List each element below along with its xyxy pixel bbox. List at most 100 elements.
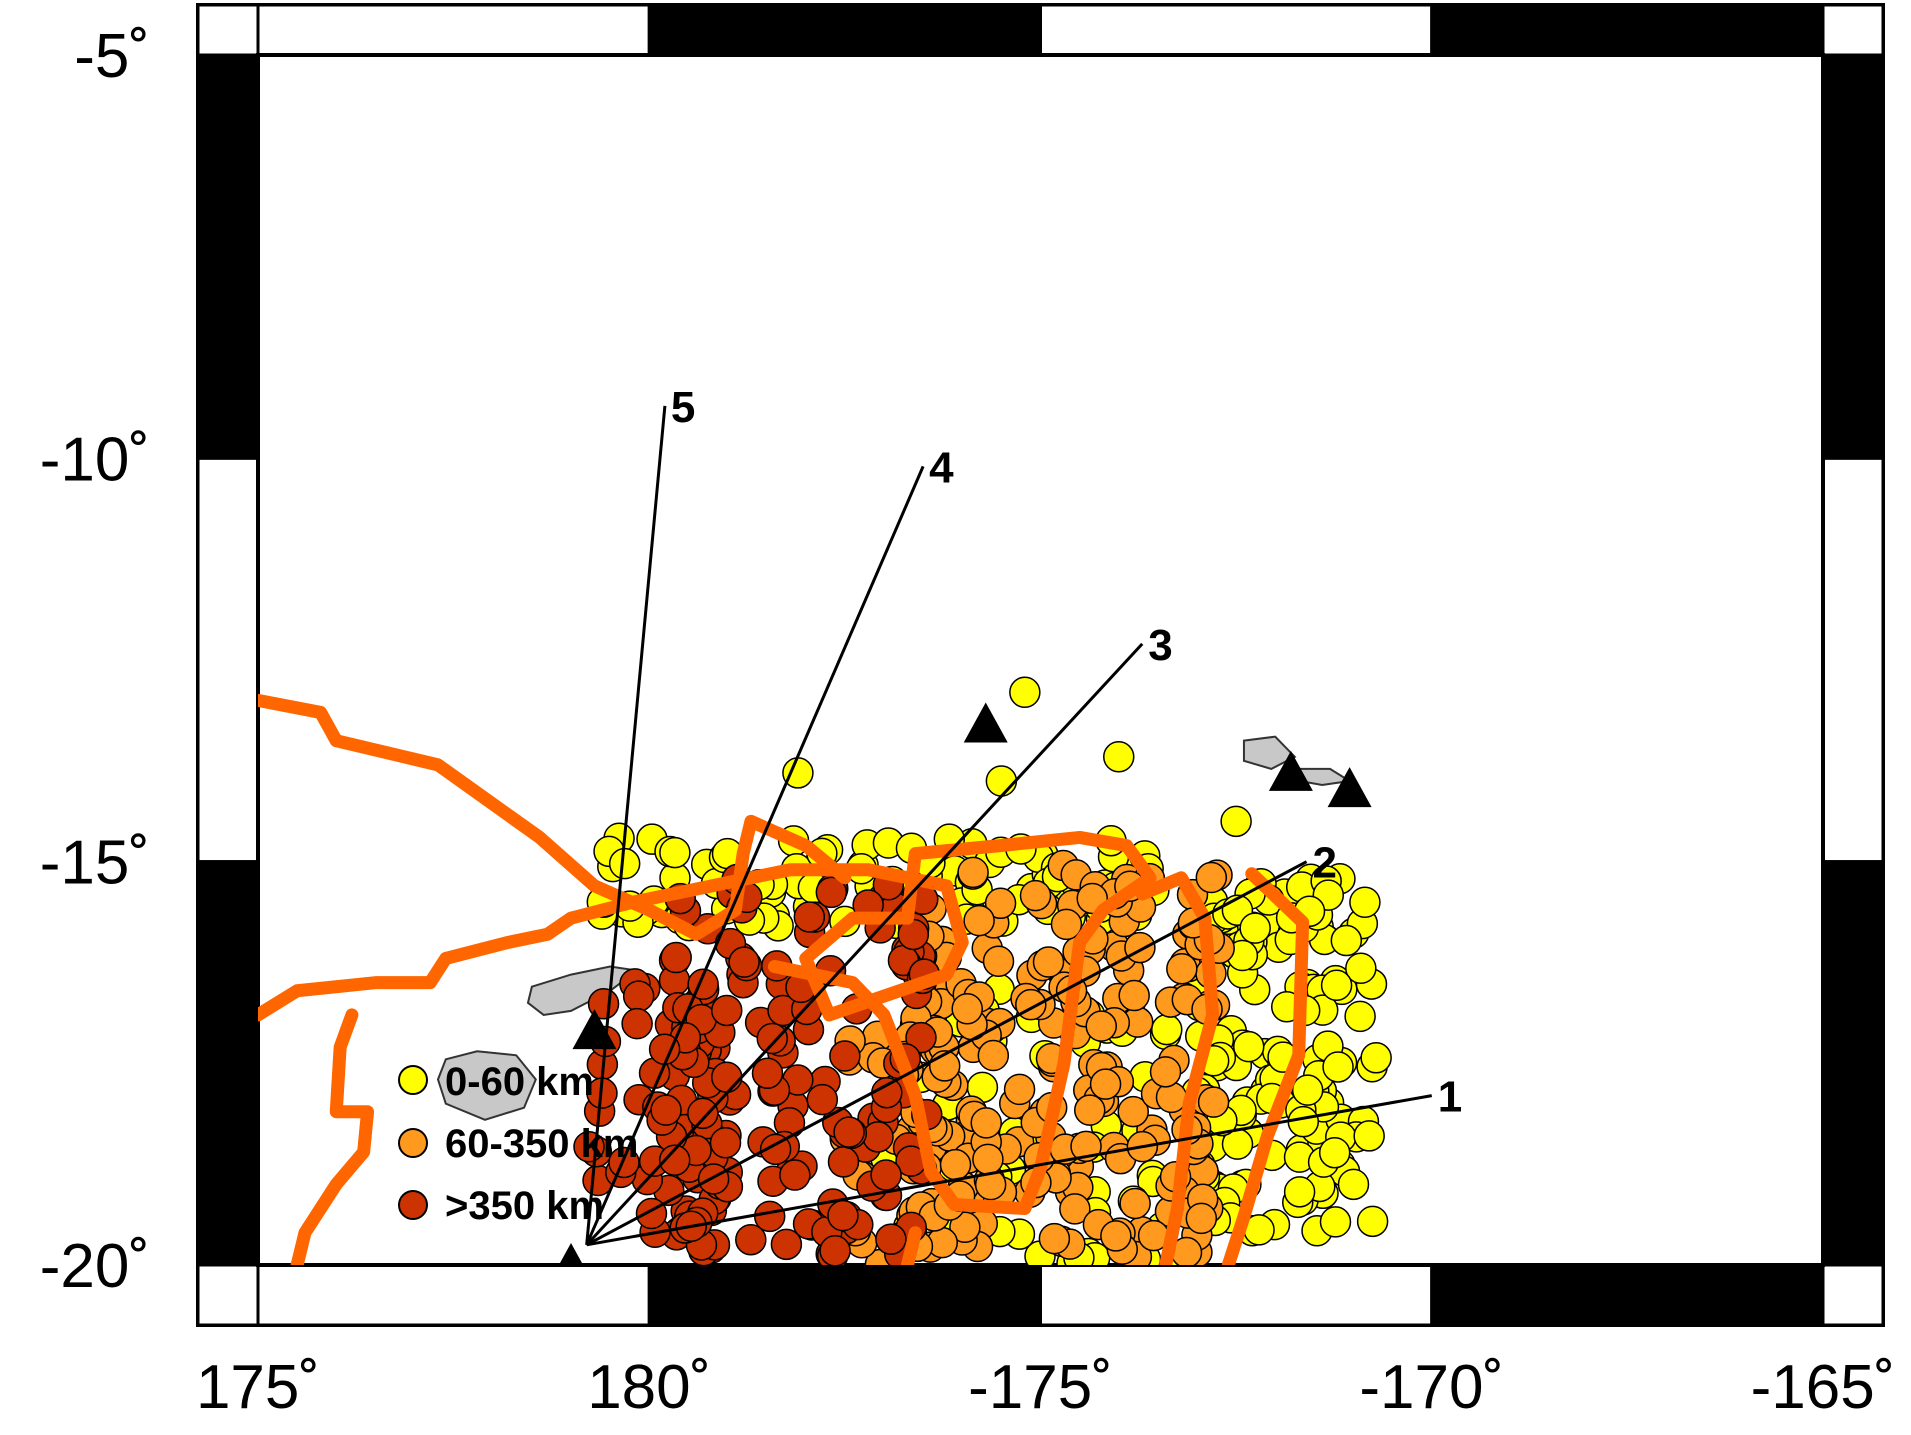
event-intermediate (1100, 1220, 1132, 1252)
volcano-icon (1268, 750, 1313, 791)
event-intermediate (1197, 1086, 1230, 1118)
event-shallow (1320, 969, 1353, 1002)
lon-tick-label: 175˚ (196, 1353, 320, 1422)
event-deep (833, 1116, 865, 1148)
event-shallow (1360, 1042, 1392, 1074)
event-deep (779, 1159, 811, 1191)
event-deep (793, 901, 826, 933)
lat-tick-label: -20˚ (40, 1232, 150, 1301)
event-shallow (1318, 1136, 1351, 1169)
profile-label-5: 5 (671, 383, 695, 432)
frame-bar-right (1821, 860, 1885, 1267)
event-deep (728, 946, 760, 978)
event-shallow (1330, 924, 1363, 957)
frame-bar-right (1821, 1263, 1885, 1327)
event-deep (658, 1144, 691, 1176)
event-intermediate (1003, 1073, 1036, 1106)
profile-line-1 (586, 1094, 1433, 1247)
frame-bar-bottom (1430, 1263, 1825, 1327)
event-intermediate (1119, 1187, 1151, 1220)
plate-boundary-line (258, 830, 1157, 1216)
event-intermediate (970, 1107, 1003, 1139)
frame-bar-bottom (256, 1263, 651, 1327)
event-deep (751, 1057, 784, 1090)
event-intermediate (1032, 946, 1065, 978)
frame-bar-bottom (647, 1263, 1042, 1327)
frame-bar-left (196, 1263, 260, 1327)
event-intermediate (1050, 908, 1083, 941)
event-shallow (1232, 1030, 1265, 1063)
event-deep (650, 1094, 682, 1126)
event-shallow (659, 836, 691, 869)
event-intermediate (1019, 879, 1052, 912)
event-intermediate (1038, 1222, 1071, 1255)
profile-label-4: 4 (929, 443, 954, 492)
profile-line-3 (585, 642, 1144, 1246)
frame-bar-left (196, 456, 260, 864)
axis-labels: 175˚ 180˚ -175˚ -170˚ -165˚ -5˚ -10˚ -15˚ -20˚ (40, 22, 1896, 1422)
profile-label-2: 2 (1313, 839, 1337, 888)
event-deep (870, 1159, 902, 1191)
lon-tick-label: -170˚ (1359, 1353, 1504, 1422)
frame-bar-top (1430, 3, 1825, 57)
lon-tick-label: 180˚ (587, 1353, 711, 1422)
plate-boundaries (258, 693, 1310, 1265)
volcanoes (558, 702, 1372, 1265)
event-deep (819, 1235, 851, 1265)
volcano-icon (1327, 767, 1372, 808)
legend-swatch-intermediate (398, 1128, 428, 1158)
event-deep (905, 1021, 937, 1054)
cross-section-profiles (585, 405, 1433, 1247)
event-shallow (1283, 1176, 1316, 1208)
event-deep (735, 1223, 767, 1256)
legend-label-intermediate: 60-350 km (445, 1122, 638, 1166)
event-intermediate (1166, 952, 1198, 985)
event-intermediate (1059, 1193, 1091, 1225)
event-deep (622, 980, 655, 1012)
event-shallow (1349, 886, 1381, 919)
profile-label-3: 3 (1148, 621, 1172, 670)
event-deep (756, 1022, 789, 1055)
event-intermediate (957, 856, 989, 889)
legend: 0-60 km 60-350 km >350 km (398, 1060, 638, 1228)
event-deep (827, 1199, 859, 1232)
profile-line-5 (585, 405, 667, 1245)
legend-swatch-shallow (398, 1065, 428, 1095)
frame-bar-right (1821, 3, 1885, 57)
lat-tick-label: -15˚ (40, 829, 150, 898)
event-shallow (1344, 1000, 1376, 1033)
event-deep (711, 994, 743, 1027)
event-shallow (1353, 1120, 1385, 1152)
event-deep (770, 1228, 803, 1261)
event-deep (687, 1097, 719, 1130)
event-shallow (1287, 1105, 1320, 1138)
event-intermediate (1073, 1094, 1106, 1126)
event-shallow (1009, 676, 1041, 709)
lat-tick-label: -5˚ (74, 22, 150, 91)
event-intermediate (951, 993, 983, 1025)
event-deep (753, 1200, 786, 1233)
lat-tick-label: -10˚ (40, 425, 150, 494)
event-intermediate (963, 904, 995, 937)
lon-tick-label: -175˚ (968, 1353, 1113, 1422)
map-content (258, 405, 1433, 1265)
event-shallow (1291, 1074, 1324, 1106)
event-shallow (1356, 1205, 1389, 1238)
frame-bar-left (196, 3, 260, 57)
event-intermediate (982, 945, 1015, 978)
event-deep (608, 1146, 640, 1179)
event-deep (827, 1146, 860, 1178)
event-shallow (1220, 805, 1252, 838)
plate-boundary-line (258, 693, 742, 941)
event-intermediate (1089, 1068, 1122, 1100)
plate-boundary-line (290, 1008, 375, 1265)
event-shallow (1322, 1051, 1354, 1083)
volcano-icon (558, 1243, 584, 1265)
volcano-icon (572, 1009, 617, 1050)
event-shallow (985, 765, 1018, 797)
frame-bar-bottom (1039, 1263, 1434, 1327)
frame-bar-right (1821, 53, 1885, 460)
island-samoa-savaii (1242, 735, 1297, 770)
legend-swatch-deep (398, 1190, 428, 1220)
plate-boundary-line (1221, 867, 1310, 1265)
